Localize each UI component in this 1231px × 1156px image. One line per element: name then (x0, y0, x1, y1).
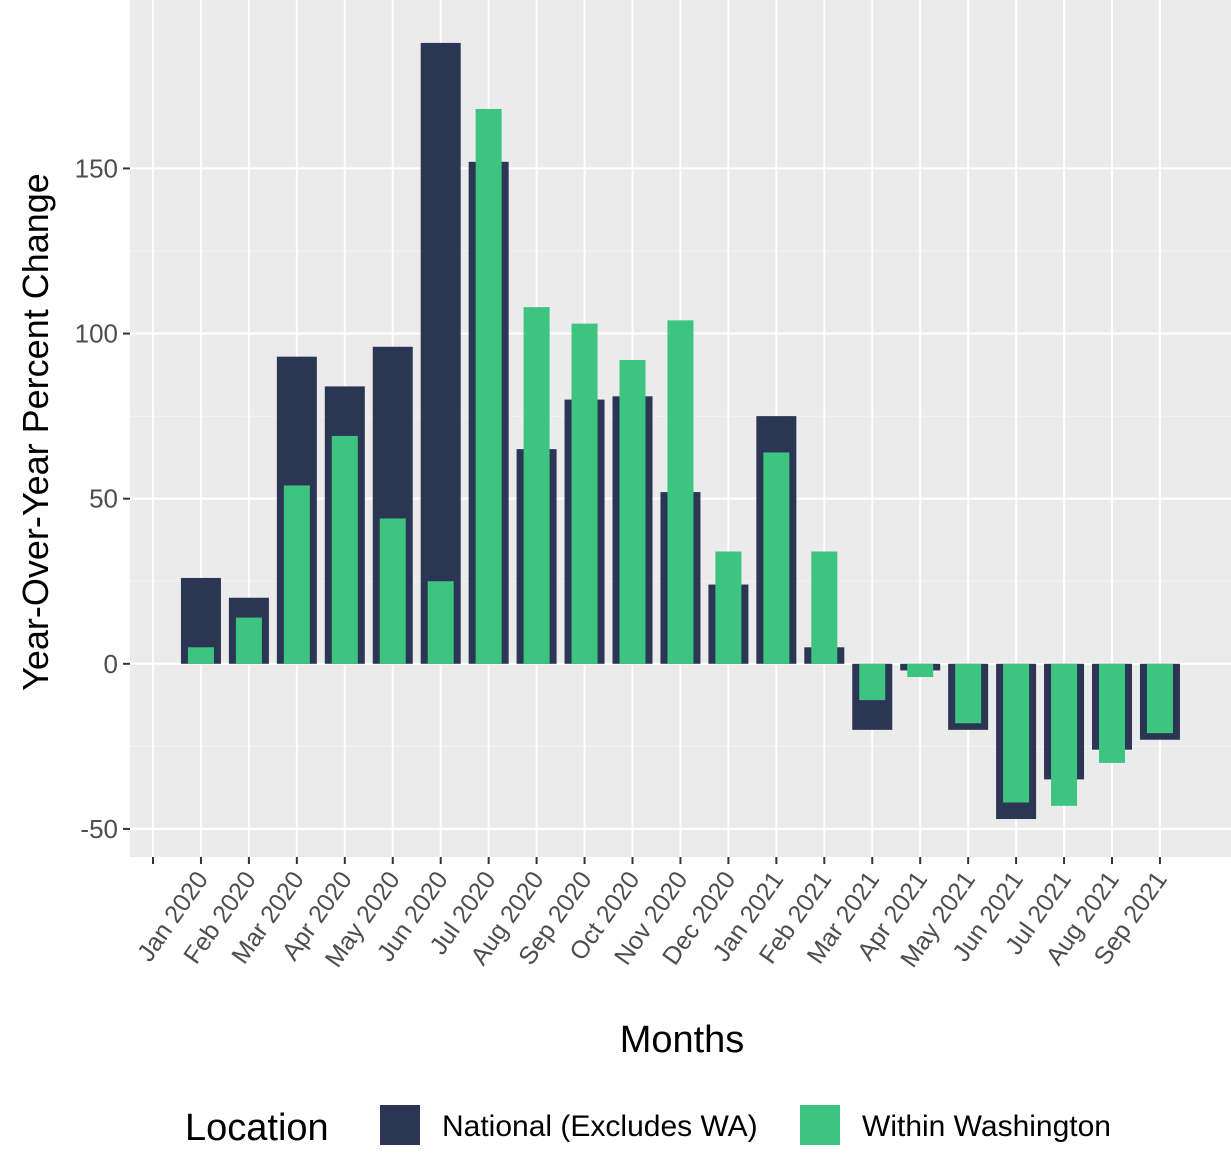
legend-swatch (800, 1105, 840, 1145)
bar (955, 663, 982, 724)
bar (187, 647, 214, 664)
y-tick-label: 150 (75, 153, 118, 183)
y-axis-title: Year-Over-Year Percent Change (15, 173, 56, 691)
bar (715, 551, 742, 664)
legend: Location National (Excludes WA) Within Wa… (185, 1105, 1111, 1149)
bar (1146, 663, 1173, 734)
y-tick-label: 100 (75, 319, 118, 349)
bars (180, 42, 1180, 820)
bar (420, 42, 461, 664)
bar (859, 663, 886, 701)
bar (763, 452, 790, 664)
bar (811, 551, 838, 664)
bar (331, 435, 358, 664)
legend-label: National (Excludes WA) (442, 1110, 758, 1143)
bar (523, 307, 550, 664)
y-tick-label: 50 (89, 484, 118, 514)
x-axis-title: Months (620, 1019, 745, 1061)
bar (475, 108, 502, 664)
bar (667, 320, 694, 664)
bar (571, 323, 598, 664)
bar (235, 617, 262, 664)
bar (1051, 663, 1078, 806)
bar (427, 581, 454, 664)
legend-title: Location (185, 1107, 329, 1149)
bar (1099, 663, 1125, 763)
bar (1003, 663, 1030, 803)
y-tick-label: -50 (80, 814, 118, 844)
bar (907, 663, 934, 678)
bar (619, 359, 646, 664)
bar (283, 485, 310, 664)
legend-swatch (380, 1105, 420, 1145)
legend-label: Within Washington (862, 1110, 1111, 1143)
y-tick-label: 0 (104, 649, 118, 679)
bar (379, 518, 406, 664)
